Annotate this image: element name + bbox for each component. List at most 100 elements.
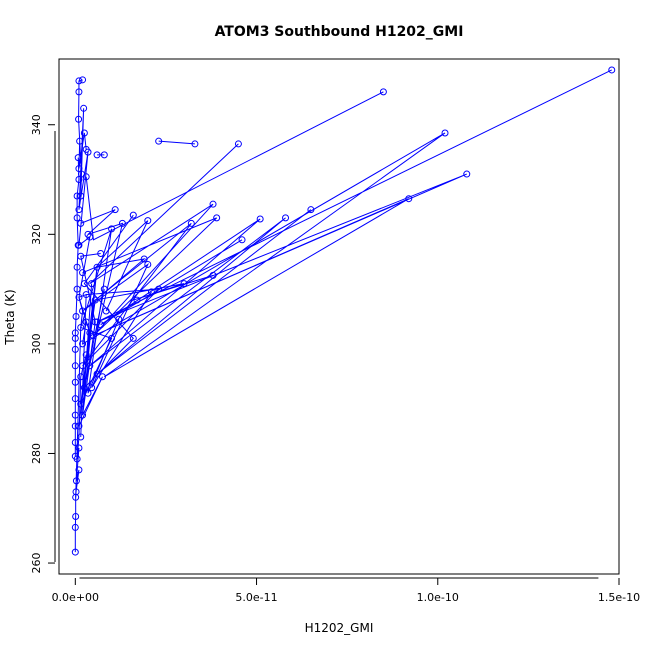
y-axis: 260 280 300 320 340 bbox=[30, 114, 56, 574]
data-point bbox=[79, 340, 87, 348]
data-point bbox=[75, 206, 83, 214]
data-point bbox=[77, 323, 85, 331]
data-point bbox=[80, 384, 88, 392]
data-point bbox=[71, 548, 79, 556]
series-line bbox=[78, 108, 91, 334]
data-point bbox=[72, 493, 80, 501]
data-point bbox=[75, 77, 83, 85]
data-point bbox=[71, 411, 79, 419]
data-point bbox=[76, 137, 84, 145]
data-point bbox=[73, 192, 81, 200]
data-point bbox=[73, 285, 81, 293]
data-point bbox=[71, 523, 79, 531]
data-point bbox=[115, 315, 123, 323]
y-axis-label: Theta (K) bbox=[3, 289, 17, 345]
data-point bbox=[93, 263, 101, 271]
data-point bbox=[75, 176, 83, 184]
data-point bbox=[144, 217, 152, 225]
data-point bbox=[111, 206, 119, 214]
data-point bbox=[180, 280, 188, 288]
series-line bbox=[78, 267, 98, 427]
data-point bbox=[307, 206, 315, 214]
data-point bbox=[72, 488, 80, 496]
data-point bbox=[379, 88, 387, 96]
data-point bbox=[129, 334, 137, 342]
data-point bbox=[82, 318, 90, 326]
data-point bbox=[79, 269, 87, 277]
data-point bbox=[93, 151, 101, 159]
data-point bbox=[72, 512, 80, 520]
data-point bbox=[74, 241, 82, 249]
data-point bbox=[463, 170, 471, 178]
data-point bbox=[102, 307, 110, 315]
x-tick-label: 1.0e-10 bbox=[417, 591, 459, 604]
data-point bbox=[86, 329, 94, 337]
data-point bbox=[88, 384, 96, 392]
data-point bbox=[405, 195, 413, 203]
x-tick-label: 1.5e-10 bbox=[598, 591, 640, 604]
series-line bbox=[82, 220, 152, 388]
data-point bbox=[73, 214, 81, 222]
data-point bbox=[71, 452, 79, 460]
data-point bbox=[97, 249, 105, 257]
data-point bbox=[82, 291, 90, 299]
data-point bbox=[75, 444, 83, 452]
data-point bbox=[144, 260, 152, 268]
data-point bbox=[238, 236, 246, 244]
data-point bbox=[84, 389, 92, 397]
data-point bbox=[86, 362, 94, 370]
data-point bbox=[79, 307, 87, 315]
data-point bbox=[71, 378, 79, 386]
x-axis: 0.0e+00 5.0e-11 1.0e-10 1.5e-10 bbox=[52, 577, 640, 604]
data-point bbox=[155, 285, 163, 293]
data-point bbox=[77, 170, 85, 178]
data-point bbox=[82, 351, 90, 359]
data-point bbox=[79, 411, 87, 419]
data-point bbox=[77, 400, 85, 408]
series-line bbox=[158, 140, 195, 145]
series-line bbox=[82, 143, 239, 337]
data-point bbox=[77, 373, 85, 381]
data-point bbox=[108, 334, 116, 342]
data-point bbox=[191, 140, 199, 148]
data-point bbox=[100, 151, 108, 159]
series-line bbox=[85, 91, 384, 241]
data-point bbox=[75, 88, 83, 96]
data-point bbox=[77, 433, 85, 441]
series-line bbox=[80, 209, 134, 390]
data-point bbox=[73, 263, 81, 271]
series-line bbox=[81, 69, 612, 378]
data-point bbox=[93, 370, 101, 378]
data-point bbox=[75, 422, 83, 430]
series-line bbox=[75, 293, 87, 498]
x-axis-label: H1202_GMI bbox=[305, 621, 374, 635]
data-point bbox=[97, 321, 105, 329]
plot-frame bbox=[58, 58, 620, 575]
data-point bbox=[71, 395, 79, 403]
data-point bbox=[71, 422, 79, 430]
data-point bbox=[77, 219, 85, 227]
data-point bbox=[77, 252, 85, 260]
data-point bbox=[91, 318, 99, 326]
data-point bbox=[71, 362, 79, 370]
data-point bbox=[75, 466, 83, 474]
data-point bbox=[72, 477, 80, 485]
data-point bbox=[209, 200, 217, 208]
data-point bbox=[71, 329, 79, 337]
data-point bbox=[282, 214, 290, 222]
data-point bbox=[256, 215, 264, 223]
data-point bbox=[118, 219, 126, 227]
y-tick-label: 320 bbox=[30, 224, 43, 245]
chart-title: ATOM3 Southbound H1202_GMI bbox=[215, 24, 464, 40]
data-point bbox=[79, 76, 87, 84]
data-point bbox=[98, 373, 106, 381]
data-point bbox=[79, 362, 87, 370]
data-point bbox=[129, 211, 137, 219]
data-point bbox=[608, 66, 616, 74]
series-points bbox=[71, 66, 616, 556]
data-point bbox=[234, 140, 242, 148]
series-line bbox=[78, 79, 87, 175]
data-point bbox=[80, 280, 88, 288]
x-tick-label: 5.0e-11 bbox=[235, 591, 277, 604]
